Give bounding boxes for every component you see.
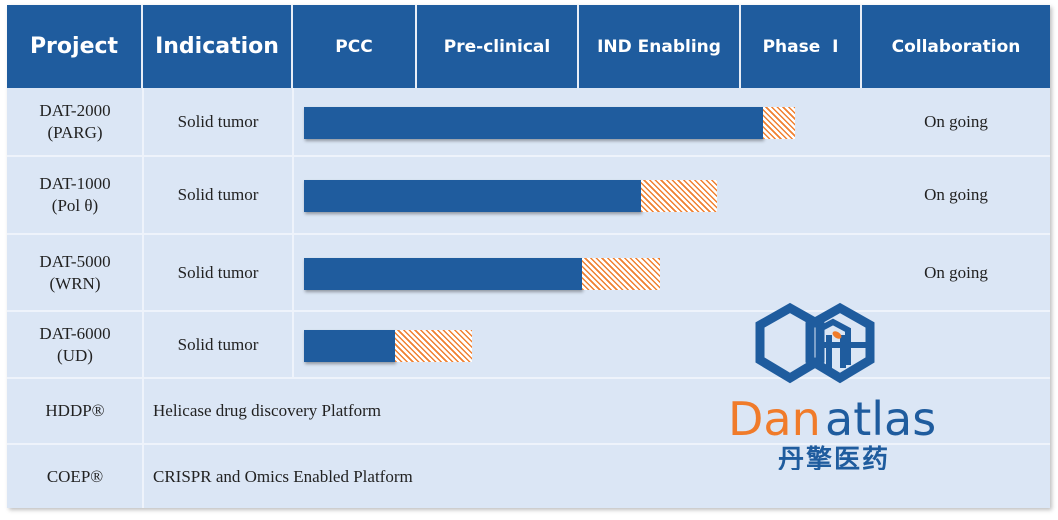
collaboration-status: On going: [924, 185, 988, 204]
danatlas-logo: Dan atlas 丹擎医药: [728, 300, 943, 475]
logo-text-orange: Dan: [728, 392, 821, 446]
platform-name: HDDP®: [45, 400, 105, 420]
project-name: DAT-1000: [39, 174, 111, 193]
divider: [7, 310, 1050, 312]
project-cell: DAT-2000 (PARG): [7, 88, 143, 155]
indication: Solid tumor: [177, 185, 259, 204]
header-pcc: PCC: [293, 5, 417, 88]
platform-description: Helicase drug discovery Platform: [153, 400, 382, 420]
platform-description: CRISPR and Omics Enabled Platform: [153, 466, 413, 486]
divider: [142, 88, 144, 508]
project-target: (UD): [57, 345, 93, 365]
collaboration-status: On going: [924, 111, 988, 131]
logo-text-blue: atlas: [825, 392, 936, 446]
indication: Solid tumor: [177, 334, 259, 354]
divider: [292, 88, 294, 377]
header-preclinical: Pre-clinical: [417, 5, 579, 88]
collaboration-status: On going: [924, 262, 988, 282]
header-collaboration: Collaboration: [862, 5, 1050, 88]
divider: [7, 233, 1050, 235]
progress-completed-bar: [304, 257, 583, 290]
project-cell: DAT-1000 (Pol θ): [7, 157, 143, 233]
project-target: (PARG): [47, 122, 103, 142]
progress-ongoing-bar: [394, 329, 473, 362]
project-target: (WRN): [49, 273, 101, 293]
progress-ongoing-bar: [762, 106, 796, 139]
divider: [7, 155, 1050, 157]
progress-ongoing-bar: [582, 257, 660, 290]
indication: Solid tumor: [177, 111, 259, 131]
project-target: (Pol θ): [51, 196, 99, 215]
project-name: DAT-6000: [39, 323, 111, 343]
header-indication: Indication: [143, 5, 293, 88]
project-cell: DAT-5000 (WRN): [7, 235, 143, 310]
divider: [7, 377, 1050, 379]
progress-completed-bar: [304, 329, 395, 362]
divider: [7, 443, 1050, 445]
project-cell: DAT-6000 (UD): [7, 312, 143, 377]
project-name: DAT-5000: [39, 251, 111, 271]
header-ind-enabling: IND Enabling: [579, 5, 741, 88]
project-name: DAT-2000: [39, 100, 111, 120]
progress-completed-bar: [304, 180, 641, 212]
pipeline-table: Project Indication PCC Pre-clinical IND …: [7, 5, 1050, 508]
progress-ongoing-bar: [640, 180, 717, 212]
logo-chinese: 丹擎医药: [778, 445, 890, 470]
indication: Solid tumor: [177, 262, 259, 282]
hexagon-logo-icon: Dan atlas 丹擎医药: [728, 302, 936, 475]
platform-name: COEP®: [46, 466, 104, 486]
header-phase-1: Phase I: [741, 5, 862, 88]
header-project: Project: [7, 5, 143, 88]
progress-completed-bar: [304, 106, 763, 139]
